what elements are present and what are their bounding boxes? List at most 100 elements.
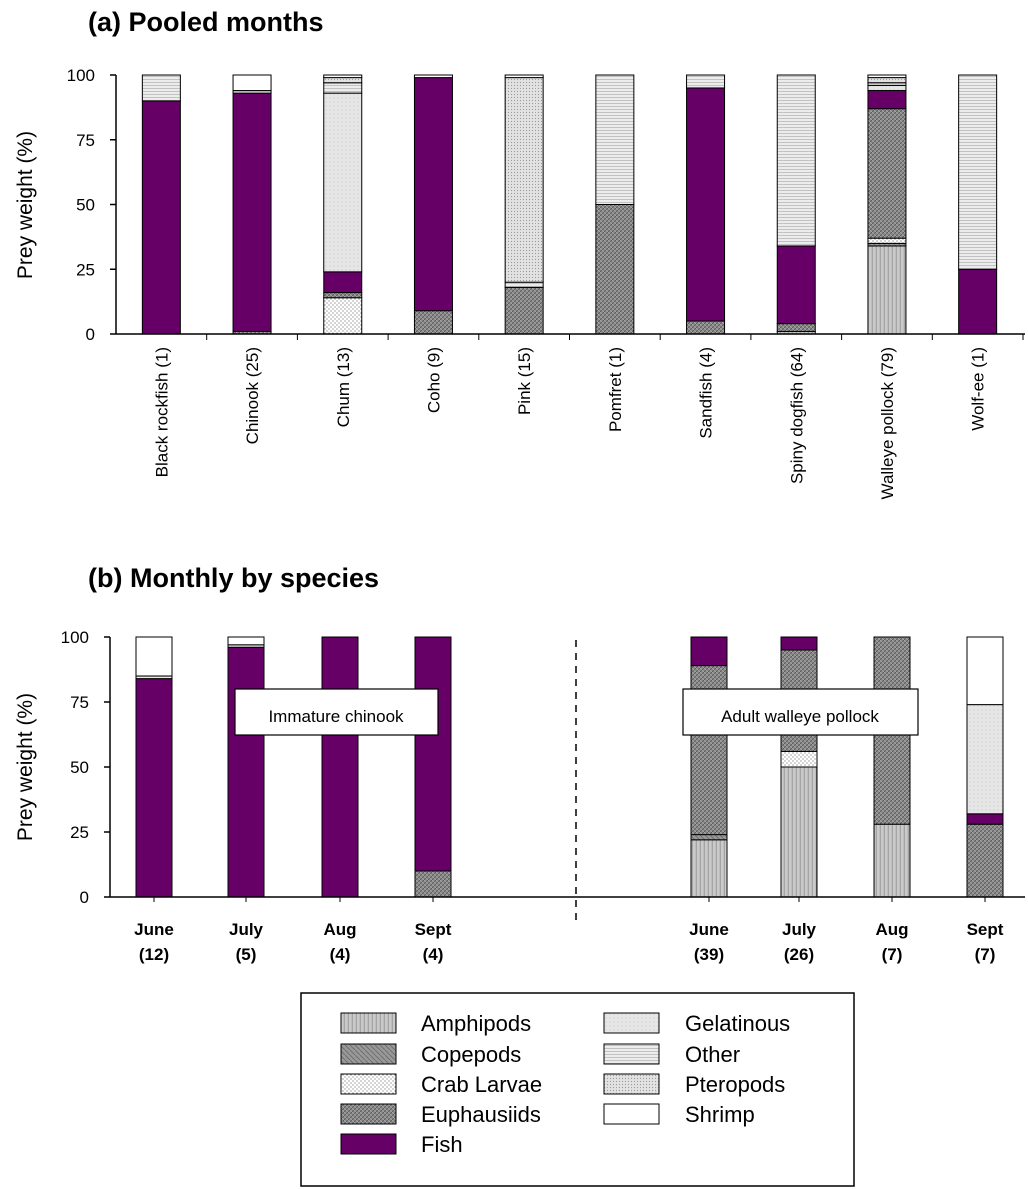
legend-swatch-pteropods [603, 1073, 660, 1095]
month-label-sept: Sept [415, 920, 452, 939]
bar-segment-sandfish-4-fish [686, 87, 726, 322]
y-tick-label-75: 75 [76, 131, 95, 150]
category-label-pomfret-1: Pomfret (1) [606, 347, 625, 432]
category-label-walleye-pollock-79: Walleye pollock (79) [878, 347, 897, 499]
bar-segment-june-39-4-amphipods [690, 839, 728, 898]
legend-label-crab-larvae: Crab Larvae [421, 1072, 542, 1097]
legend-label-other: Other [685, 1042, 740, 1067]
panel-a-y-axis: 0 25 50 75 100 [67, 66, 116, 344]
legend-swatch-euphausiids [340, 1103, 397, 1125]
panel-b-ylabel: Prey weight (%) [14, 693, 37, 841]
bar-segment-july-26-5-fish [780, 636, 818, 651]
legend-swatch-crab-larvae [340, 1073, 397, 1095]
bar-segment-june-12-0-shrimp [135, 636, 173, 677]
legend-swatch-amphipods [340, 1012, 397, 1034]
bar-segment-walleye-pollock-79-amphipods [867, 245, 907, 335]
bar-segment-sept-4-3-euphausiids [414, 870, 452, 898]
group-label-box-chinook [234, 688, 439, 736]
legend-swatch-copepods [340, 1043, 397, 1065]
sample-size-label: (12) [139, 945, 169, 964]
legend-swatch-shrimp [603, 1103, 660, 1125]
bar-segment-july-5-1-shrimp [227, 636, 265, 646]
month-label-june: June [134, 920, 174, 939]
group-label-pollock: Adult walleye pollock [721, 707, 879, 726]
legend-swatch-gelatinous [603, 1012, 660, 1034]
bar-segment-chinook-25-shrimp [232, 74, 272, 92]
bar-segment-chum-13-shrimp [323, 74, 363, 79]
bar-segment-sept-7-7-shrimp [966, 636, 1004, 706]
bar-segment-chinook-25-fish [232, 92, 272, 332]
bar-segment-wolf-ee-1-fish [958, 268, 998, 335]
y-tick-label-0: 0 [86, 325, 95, 344]
bar-segment-july-5-1-fish [227, 646, 265, 898]
bar-segment-pink-15-shrimp [504, 74, 544, 79]
sample-size-label: (7) [975, 945, 996, 964]
bar-segment-pink-15-pteropods [504, 77, 544, 283]
bar-segment-aug-4-2-fish [321, 636, 359, 898]
bar-segment-walleye-pollock-79-gelatinous [867, 84, 907, 92]
bar-segment-coho-9-shrimp [413, 74, 453, 79]
bar-segment-walleye-pollock-79-pteropods [867, 77, 907, 84]
bar-segment-pink-15-euphausiids [504, 286, 544, 335]
group-label-box-pollock [682, 688, 919, 736]
bar-segment-wolf-ee-1-other [958, 74, 998, 270]
sample-size-label: (4) [330, 945, 351, 964]
y-tick-label-75: 75 [70, 693, 89, 712]
month-label-aug: Aug [323, 920, 356, 939]
panel-b-y-axis: 0 25 50 75 100 [61, 628, 110, 907]
month-label-aug: Aug [875, 920, 908, 939]
legend-label-euphausiids: Euphausiids [421, 1102, 541, 1127]
category-label-sandfish-4: Sandfish (4) [697, 347, 716, 439]
bar-segment-june-39-4-fish [690, 636, 728, 667]
bar-segment-walleye-pollock-79-euphausiids [867, 108, 907, 239]
category-label-chinook-25: Chinook (25) [243, 347, 262, 444]
bar-segment-spiny-dogfish-64-euphausiids [776, 323, 816, 332]
sample-size-label: (26) [784, 945, 814, 964]
month-label-july: July [782, 920, 817, 939]
sample-size-label: (7) [882, 945, 903, 964]
y-tick-label-25: 25 [76, 260, 95, 279]
legend-label-pteropods: Pteropods [685, 1072, 785, 1097]
bar-segment-july-26-5-crab-larvae [780, 750, 818, 768]
bar-segment-sept-4-3-fish [414, 636, 452, 872]
bar-segment-chum-13-other [323, 82, 363, 94]
legend-label-gelatinous: Gelatinous [685, 1011, 790, 1036]
bar-segment-chum-13-euphausiids [323, 292, 363, 299]
bar-segment-pink-15-other [504, 281, 544, 288]
bar-segment-sept-7-7-fish [966, 813, 1004, 825]
bar-segment-june-39-4-copepods [690, 834, 728, 841]
bar-segment-sept-7-7-euphausiids [966, 823, 1004, 898]
bar-segment-black-rockfish-1-other [141, 74, 181, 102]
group-label-chinook: Immature chinook [268, 707, 404, 726]
bar-segment-chum-13-pteropods [323, 77, 363, 84]
panel-b-title: (b) Monthly by species [88, 563, 379, 593]
legend: Amphipods Copepods Crab Larvae Euphausiids F… [300, 992, 855, 1187]
y-tick-label-25: 25 [70, 823, 89, 842]
bar-segment-coho-9-euphausiids [413, 310, 453, 335]
month-label-june: June [689, 920, 729, 939]
bar-segment-aug-7-6-amphipods [873, 823, 911, 898]
category-label-coho-9: Coho (9) [424, 347, 443, 413]
category-label-spiny-dogfish-64: Spiny dogfish (64) [787, 347, 806, 484]
category-label-pink-15: Pink (15) [515, 347, 534, 415]
legend-label-shrimp: Shrimp [685, 1102, 755, 1127]
panel-a-title: (a) Pooled months [88, 7, 324, 37]
legend-label-amphipods: Amphipods [421, 1011, 531, 1036]
month-label-july: July [229, 920, 264, 939]
y-tick-label-100: 100 [61, 628, 89, 647]
legend-label-fish: Fish [421, 1132, 463, 1157]
bar-segment-july-26-5-amphipods [780, 766, 818, 898]
bar-segment-black-rockfish-1-fish [141, 100, 181, 335]
bar-segment-sandfish-4-other [686, 74, 726, 89]
bar-segment-sept-7-7-gelatinous [966, 704, 1004, 815]
sample-size-label: (39) [694, 945, 724, 964]
bar-segment-sandfish-4-euphausiids [686, 320, 726, 335]
bar-segment-june-12-0-fish [135, 678, 173, 898]
legend-swatch-fish [340, 1133, 397, 1155]
y-tick-label-50: 50 [70, 758, 89, 777]
bar-segment-pomfret-1-euphausiids [595, 204, 635, 335]
panel-a-x-labels: Black rockfish (1) Chinook (25) Chum (13) C… [152, 334, 1024, 499]
y-tick-label-50: 50 [76, 196, 95, 215]
legend-swatch-other [603, 1043, 660, 1065]
